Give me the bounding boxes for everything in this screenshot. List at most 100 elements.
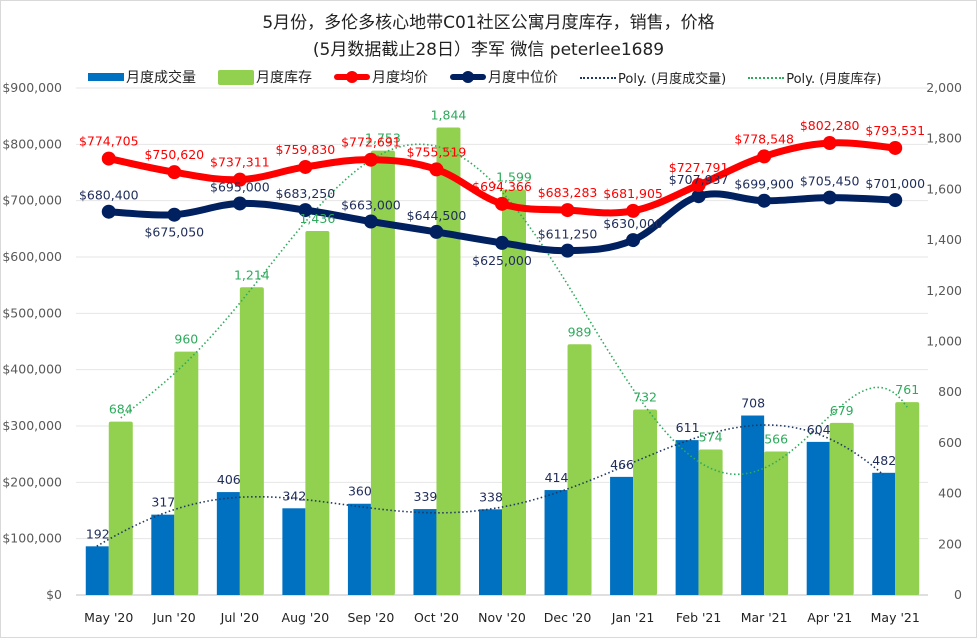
bar-inventory bbox=[633, 409, 658, 595]
data-label-avg-price: $778,548 bbox=[734, 131, 794, 146]
legend-item-poly-inventory[interactable]: Poly. (月度库存) bbox=[748, 68, 881, 87]
right-axis-tick-label: 1,000 bbox=[926, 334, 962, 349]
data-label-inventory: 1,214 bbox=[234, 267, 270, 282]
data-label-median-price: $699,900 bbox=[734, 177, 794, 192]
data-label-volume: 604 bbox=[807, 422, 831, 437]
data-label-inventory: 761 bbox=[895, 382, 919, 397]
x-axis-tick-label: Mar '21 bbox=[741, 610, 788, 625]
data-label-inventory: 679 bbox=[830, 403, 854, 418]
bar-volume bbox=[85, 546, 109, 595]
data-label-median-price: $701,000 bbox=[865, 176, 925, 191]
legend-swatch-volume bbox=[88, 73, 124, 81]
avg-price-marker bbox=[822, 136, 837, 151]
x-axis-tick-label: Oct '20 bbox=[414, 610, 459, 625]
legend-item-inventory[interactable]: 月度库存 bbox=[218, 67, 312, 87]
data-label-avg-price: $802,280 bbox=[800, 118, 860, 133]
data-label-inventory: 989 bbox=[568, 324, 592, 339]
bar-volume bbox=[479, 509, 502, 595]
bar-inventory bbox=[502, 189, 526, 595]
avg-price-marker bbox=[101, 151, 116, 166]
legend-label-poly-inventory: Poly. (月度库存) bbox=[786, 71, 882, 87]
legend-swatch-poly-volume bbox=[580, 77, 616, 79]
bar-volume bbox=[216, 492, 240, 595]
avg-price-marker bbox=[363, 152, 378, 167]
left-axis-tick-label: $400,000 bbox=[2, 362, 62, 377]
bar-volume bbox=[544, 490, 568, 595]
data-label-median-price: $625,000 bbox=[472, 253, 532, 268]
legend-swatch-avg-price bbox=[334, 68, 370, 86]
data-label-avg-price: $793,531 bbox=[865, 123, 925, 138]
bar-volume bbox=[347, 503, 371, 595]
data-label-avg-price: $681,905 bbox=[603, 186, 663, 201]
data-label-inventory: 566 bbox=[764, 432, 788, 447]
data-label-inventory: 732 bbox=[633, 389, 657, 404]
median-price-marker bbox=[691, 189, 706, 204]
legend-label-avg-price: 月度均价 bbox=[372, 70, 428, 86]
x-axis-tick-label: Nov '20 bbox=[478, 610, 526, 625]
bar-volume bbox=[741, 415, 765, 595]
legend-item-volume[interactable]: 月度成交量 bbox=[88, 67, 196, 87]
data-label-avg-price: $750,620 bbox=[144, 147, 204, 162]
data-label-median-price: $644,500 bbox=[407, 208, 467, 223]
data-label-volume: 338 bbox=[479, 489, 503, 504]
bar-volume bbox=[872, 472, 896, 595]
data-label-volume: 611 bbox=[676, 420, 700, 435]
x-axis-tick-label: May '20 bbox=[84, 610, 133, 625]
bar-volume bbox=[675, 440, 699, 595]
legend-swatch-median-price bbox=[450, 68, 486, 86]
x-axis-tick-label: Jul '20 bbox=[220, 610, 259, 625]
data-label-avg-price: $774,705 bbox=[79, 134, 139, 149]
median-price-marker bbox=[429, 224, 444, 239]
left-axis-tick-label: $0 bbox=[46, 587, 62, 602]
legend: 月度成交量 月度库存 月度均价 月度中位价 Poly. (月度成交量) Poly… bbox=[88, 66, 903, 88]
bar-volume bbox=[282, 508, 306, 595]
right-axis-tick-label: 200 bbox=[938, 536, 962, 551]
right-axis-tick-label: 1,200 bbox=[926, 283, 962, 298]
median-price-marker bbox=[560, 243, 575, 258]
data-label-median-price: $695,000 bbox=[210, 179, 270, 194]
avg-price-marker bbox=[691, 178, 706, 193]
x-axis-tick-label: Apr '21 bbox=[807, 610, 852, 625]
data-label-inventory: 1,599 bbox=[496, 170, 532, 185]
right-axis-tick-label: 800 bbox=[938, 384, 962, 399]
right-axis-tick-label: 2,000 bbox=[926, 80, 962, 95]
legend-item-poly-volume[interactable]: Poly. (月度成交量) bbox=[580, 68, 726, 87]
data-label-volume: 339 bbox=[414, 489, 438, 504]
legend-item-avg-price[interactable]: 月度均价 bbox=[334, 67, 428, 87]
median-price-marker bbox=[167, 207, 182, 222]
right-axis-tick-label: 400 bbox=[938, 486, 962, 501]
median-price-marker bbox=[298, 203, 313, 218]
legend-label-median-price: 月度中位价 bbox=[488, 70, 558, 86]
right-axis-tick-label: 0 bbox=[954, 587, 962, 602]
data-label-avg-price: $772,691 bbox=[341, 135, 401, 150]
median-price-marker bbox=[232, 196, 247, 211]
legend-item-median-price[interactable]: 月度中位价 bbox=[450, 67, 558, 87]
data-label-volume: 192 bbox=[86, 526, 110, 541]
x-axis-tick-label: May '21 bbox=[871, 610, 920, 625]
data-label-median-price: $663,000 bbox=[341, 198, 401, 213]
avg-price-marker bbox=[757, 149, 772, 164]
x-axis-tick-label: Jun '20 bbox=[152, 610, 196, 625]
data-label-median-price: $630,000 bbox=[603, 216, 663, 231]
bar-inventory bbox=[174, 351, 199, 595]
data-label-median-price: $707,937 bbox=[669, 172, 729, 187]
left-axis-tick-label: $300,000 bbox=[2, 418, 62, 433]
data-label-inventory: 1,844 bbox=[431, 108, 467, 123]
data-label-volume: 406 bbox=[217, 472, 241, 487]
legend-label-volume: 月度成交量 bbox=[126, 70, 196, 86]
data-label-avg-price: $727,791 bbox=[669, 160, 729, 175]
data-label-volume: 482 bbox=[872, 453, 896, 468]
trendline-volume bbox=[96, 424, 884, 547]
data-label-median-price: $683,250 bbox=[276, 186, 336, 201]
bar-inventory bbox=[370, 150, 395, 595]
left-axis-tick-label: $100,000 bbox=[2, 531, 62, 546]
left-axis-tick-label: $500,000 bbox=[2, 305, 62, 320]
data-label-volume: 342 bbox=[282, 488, 306, 503]
x-axis-tick-label: Feb '21 bbox=[676, 610, 721, 625]
x-axis-tick-label: Sep '20 bbox=[347, 610, 394, 625]
data-label-volume: 414 bbox=[545, 470, 569, 485]
avg-price-marker bbox=[298, 159, 313, 174]
median-price-marker bbox=[822, 190, 837, 205]
left-axis-tick-label: $200,000 bbox=[2, 474, 62, 489]
